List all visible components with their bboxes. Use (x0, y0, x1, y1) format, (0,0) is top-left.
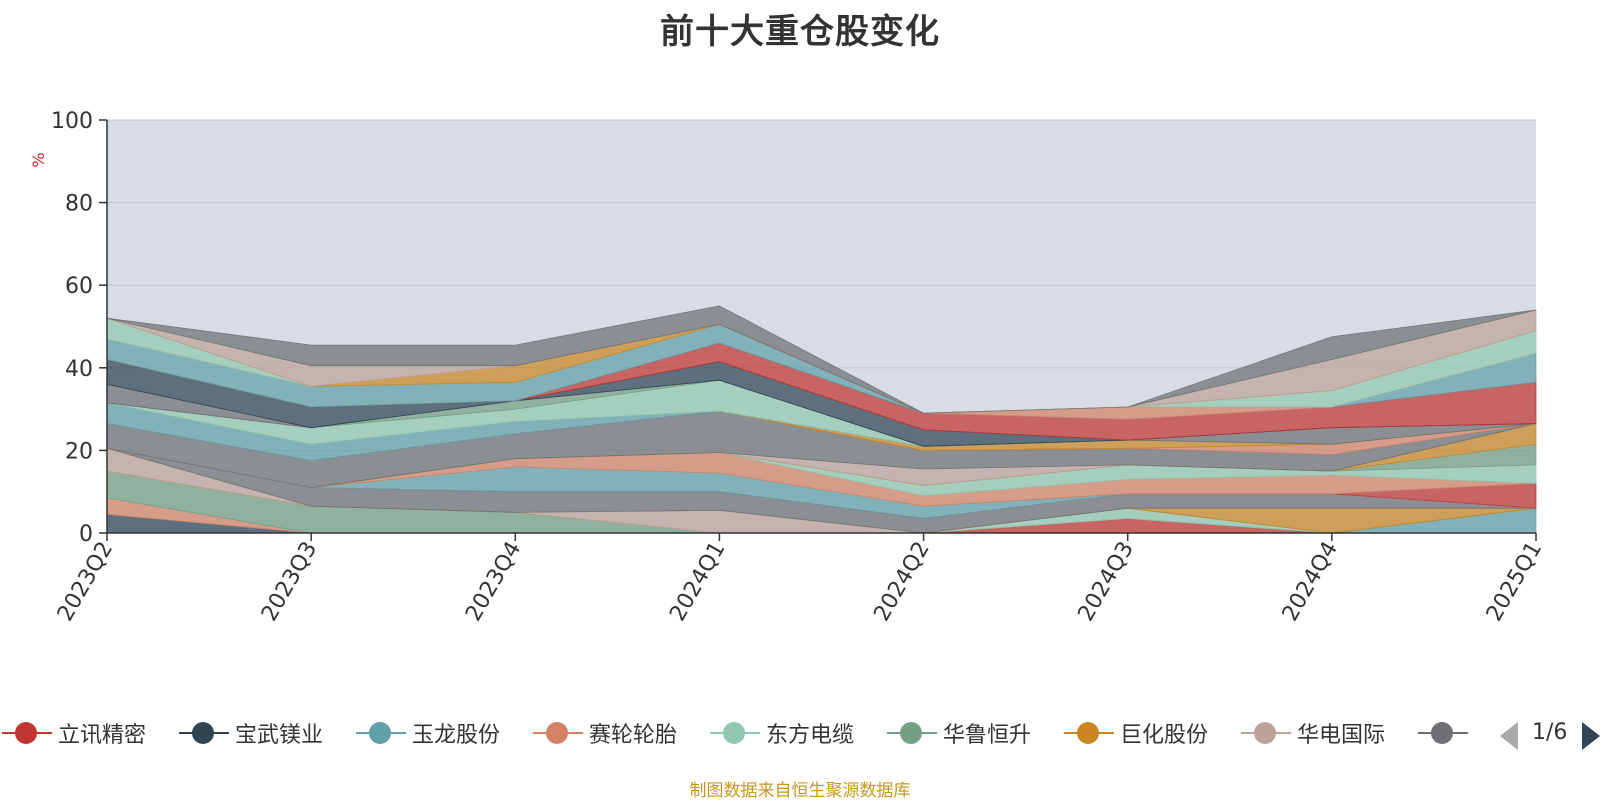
area-chart: 0 20 40 60 80 100 2023Q2 2023Q3 2023Q4 2024Q1 2024… (29, 109, 1547, 626)
legend-symbol-icon (710, 716, 760, 750)
legend-item-1[interactable]: 立讯精密 (2, 716, 146, 750)
legend-symbol-icon (179, 716, 229, 750)
legend-item-5[interactable]: 东方电缆 (710, 716, 854, 750)
legend-label: 宝武镁业 (235, 723, 324, 748)
chart-title: 前十大重仓股变化 (660, 12, 940, 52)
legend-item-4[interactable]: 赛轮轮胎 (533, 716, 677, 750)
legend-item-7[interactable]: 巨化股份 (1064, 716, 1208, 750)
legend-prev-page-icon[interactable] (1500, 722, 1518, 750)
legend-symbol-icon (1241, 716, 1291, 750)
x-tick-label-3: 2024Q1 (665, 538, 730, 626)
legend-item-6[interactable]: 华鲁恒升 (887, 716, 1031, 750)
legend-symbol-icon (2, 716, 52, 750)
x-tick-label-2: 2023Q4 (461, 538, 526, 626)
legend-label: 赛轮轮胎 (589, 723, 678, 748)
x-tick-label-1: 2023Q3 (257, 538, 322, 626)
legend-label: 华鲁恒升 (943, 723, 1032, 748)
legend-next-page-icon[interactable] (1582, 722, 1600, 750)
legend-label: 巨化股份 (1120, 723, 1209, 748)
area-series-35 (106, 305, 1537, 414)
y-tick-label-3: 60 (65, 274, 93, 299)
legend-symbol-icon (533, 716, 583, 750)
legend-symbol-icon (1064, 716, 1114, 750)
source-note: 制图数据来自恒生聚源数据库 (689, 781, 911, 801)
y-tick-label-4: 80 (65, 192, 93, 217)
legend-item-9[interactable] (1418, 716, 1474, 750)
x-tick-label-6: 2024Q4 (1278, 538, 1343, 626)
y-tick-label-5: 100 (51, 109, 93, 134)
legend-label: 立讯精密 (58, 723, 147, 748)
legend-symbol-icon (1418, 716, 1468, 750)
y-axis-label: % (29, 152, 48, 167)
legend-symbol-icon (887, 716, 937, 750)
x-tick-label-5: 2024Q3 (1074, 538, 1139, 626)
legend-label: 玉龙股份 (412, 723, 501, 748)
y-tick-label-2: 40 (65, 357, 93, 382)
legend-label: 华电国际 (1297, 723, 1386, 748)
y-tick-label-1: 20 (65, 439, 93, 464)
legend-page-indicator: 1/6 (1532, 720, 1568, 745)
legend: 立讯精密 宝武镁业 玉龙股份 赛轮轮胎 东方电缆 华鲁恒升 巨化股份 华电国际 (0, 716, 1484, 750)
y-tick-label-0: 0 (79, 522, 93, 547)
legend-symbol-icon (356, 716, 406, 750)
x-tick-label-7: 2025Q1 (1482, 538, 1547, 626)
legend-item-3[interactable]: 玉龙股份 (356, 716, 500, 750)
legend-label: 东方电缆 (766, 723, 855, 748)
legend-pager: 1/6 (1500, 718, 1600, 752)
x-tick-label-4: 2024Q2 (869, 538, 934, 626)
legend-item-8[interactable]: 华电国际 (1241, 716, 1385, 750)
legend-item-2[interactable]: 宝武镁业 (179, 716, 323, 750)
x-tick-label-0: 2023Q2 (53, 538, 118, 626)
